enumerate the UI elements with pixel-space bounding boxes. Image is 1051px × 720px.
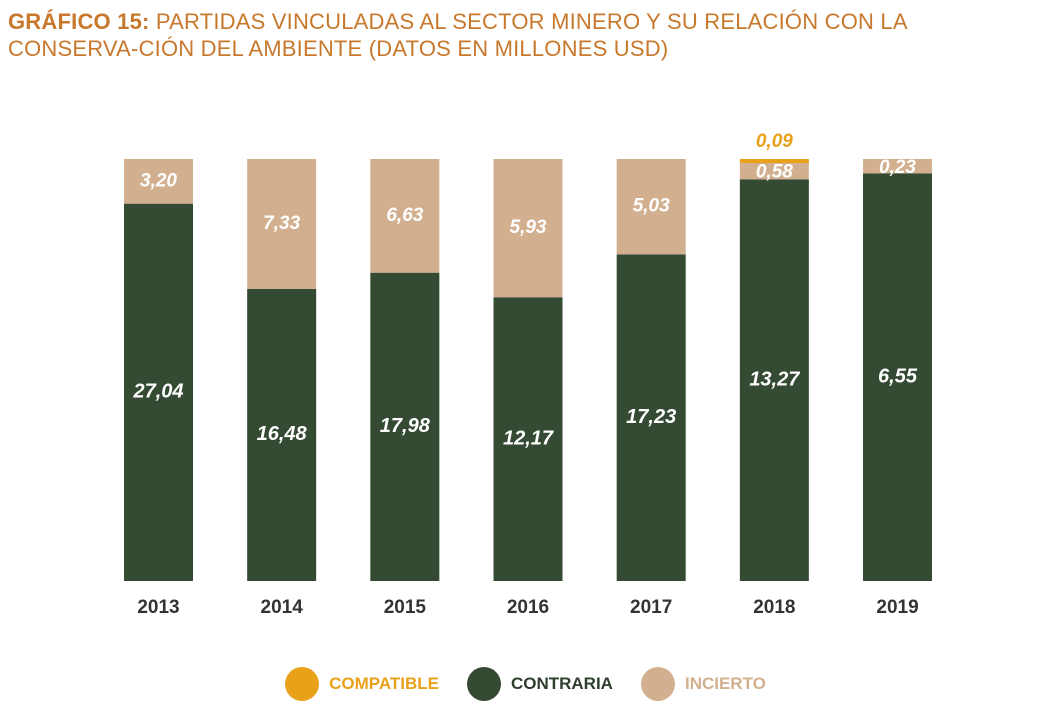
legend-swatch-incierto bbox=[640, 667, 675, 701]
value-label-compatible-2018: 0,09 bbox=[756, 131, 793, 152]
legend-label-compatible: COMPATIBLE bbox=[329, 674, 439, 693]
value-label-incierto-2015: 6,63 bbox=[386, 205, 423, 226]
x-tick-label-2017: 2017 bbox=[630, 597, 672, 618]
bar-incierto-2017 bbox=[616, 159, 686, 255]
legend-item-contraria: CONTRARIA bbox=[466, 667, 613, 701]
legend-swatch-contraria bbox=[466, 667, 501, 701]
x-tick-label-2018: 2018 bbox=[753, 597, 795, 618]
bar-incierto-2019 bbox=[863, 159, 933, 174]
value-label-contraria-2014: 16,48 bbox=[257, 423, 308, 445]
bar-contraria-2015 bbox=[370, 272, 440, 581]
bar-contraria-2019 bbox=[863, 173, 933, 582]
value-label-incierto-2013: 3,20 bbox=[140, 170, 177, 191]
value-label-contraria-2019: 6,55 bbox=[878, 365, 918, 387]
legend-swatch-compatible bbox=[285, 667, 320, 701]
value-label-contraria-2018: 13,27 bbox=[749, 368, 800, 390]
legend-label-contraria: CONTRARIA bbox=[510, 674, 613, 693]
chart-title-lead: GRÁFICO 15: bbox=[8, 9, 150, 34]
x-tick-label-2015: 2015 bbox=[384, 597, 427, 618]
bar-incierto-2015 bbox=[370, 159, 440, 273]
legend-item-compatible: COMPATIBLE bbox=[285, 667, 439, 701]
value-label-contraria-2015: 17,98 bbox=[380, 415, 431, 437]
value-label-incierto-2016: 5,93 bbox=[510, 217, 547, 238]
chart-title-text: PARTIDAS VINCULADAS AL SECTOR MINERO Y S… bbox=[8, 9, 907, 61]
bar-compatible-2018 bbox=[739, 159, 809, 163]
value-label-contraria-2016: 12,17 bbox=[503, 427, 554, 449]
stacked-bar-chart: 27,04 3,20 2013 16,48 7,33 2014 17,98 6,63 2015 1… bbox=[124, 131, 933, 618]
x-tick-label-2016: 2016 bbox=[507, 597, 549, 618]
bar-contraria-2017 bbox=[616, 254, 686, 581]
value-label-incierto-2018: 0,58 bbox=[756, 162, 793, 183]
x-tick-label-2013: 2013 bbox=[137, 597, 179, 618]
legend-item-incierto: INCIERTO bbox=[640, 667, 766, 701]
bar-incierto-2013 bbox=[124, 159, 193, 204]
value-label-incierto-2014: 7,33 bbox=[263, 213, 300, 234]
value-label-contraria-2017: 17,23 bbox=[626, 406, 676, 428]
bar-contraria-2014 bbox=[247, 288, 317, 581]
chart-title: GRÁFICO 15: PARTIDAS VINCULADAS AL SECTO… bbox=[8, 8, 1043, 62]
value-label-contraria-2013: 27,04 bbox=[132, 381, 183, 403]
bar-contraria-2016 bbox=[493, 297, 563, 581]
x-tick-label-2014: 2014 bbox=[261, 597, 304, 618]
bar-contraria-2018 bbox=[739, 179, 809, 581]
bar-incierto-2014 bbox=[247, 159, 317, 289]
bar-incierto-2018 bbox=[739, 161, 809, 180]
bar-contraria-2013 bbox=[124, 203, 193, 582]
value-label-incierto-2019: 0,23 bbox=[879, 157, 916, 178]
value-label-incierto-2017: 5,03 bbox=[633, 196, 670, 217]
x-tick-label-2019: 2019 bbox=[876, 597, 918, 618]
chart-legend: COMPATIBLE CONTRARIA INCIERTO bbox=[0, 664, 1051, 704]
bar-incierto-2016 bbox=[493, 159, 563, 298]
legend-label-incierto: INCIERTO bbox=[684, 674, 766, 693]
